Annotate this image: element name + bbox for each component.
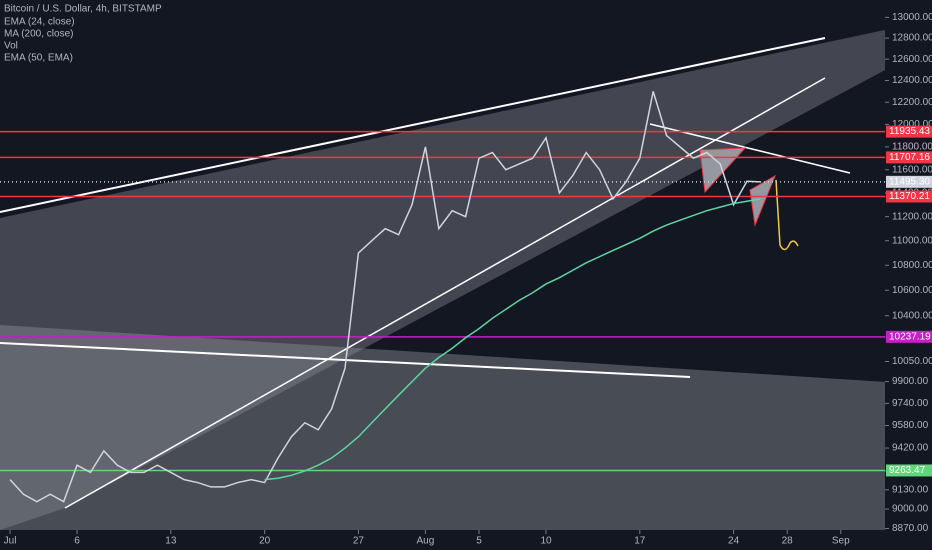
series-line bbox=[264, 198, 761, 481]
y-tick-label: 11000.00 bbox=[892, 235, 932, 246]
price-label-bg bbox=[886, 330, 932, 343]
x-tick-label: 27 bbox=[353, 536, 365, 547]
price-label: 11370.21 bbox=[889, 191, 930, 202]
price-label-bg bbox=[886, 190, 932, 203]
y-tick-label: 9740.00 bbox=[892, 398, 929, 409]
rising-wedge bbox=[0, 20, 932, 530]
price-axis bbox=[885, 0, 932, 550]
x-tick-label: 6 bbox=[74, 536, 80, 547]
y-tick-label: 11600.00 bbox=[892, 164, 932, 175]
y-tick-label: 9580.00 bbox=[892, 420, 929, 431]
price-label-bg bbox=[886, 464, 932, 477]
y-tick-label: 12200.00 bbox=[892, 97, 932, 108]
pennant bbox=[749, 174, 777, 227]
y-tick-label: 11200.00 bbox=[892, 211, 932, 222]
x-tick-label: 5 bbox=[476, 536, 482, 547]
price-label: 11495.30 bbox=[889, 176, 930, 187]
x-tick-label: Jul bbox=[4, 536, 17, 547]
falling-channel bbox=[0, 325, 932, 530]
price-label: 10237.19 bbox=[889, 331, 931, 342]
y-tick-label: 9420.00 bbox=[892, 443, 929, 454]
trendline bbox=[64, 77, 826, 509]
x-tick-label: 10 bbox=[540, 536, 552, 547]
price-label-bg bbox=[886, 125, 932, 138]
y-tick-label: 9130.00 bbox=[892, 485, 929, 496]
y-tick-label: 11800.00 bbox=[892, 142, 932, 153]
y-tick-label: 10050.00 bbox=[892, 356, 932, 367]
price-label: 11935.43 bbox=[889, 126, 930, 137]
chart-title: Bitcoin / U.S. Dollar, 4h, BITSTAMP bbox=[4, 4, 162, 15]
x-tick-label: 13 bbox=[165, 536, 177, 547]
y-tick-label: 8870.00 bbox=[892, 523, 929, 534]
trendline bbox=[0, 37, 826, 213]
y-tick-label: 10400.00 bbox=[892, 310, 932, 321]
y-tick-label: 12400.00 bbox=[892, 75, 932, 86]
x-tick-label: 17 bbox=[634, 536, 646, 547]
x-tick-label: 24 bbox=[728, 536, 740, 547]
price-label-bg bbox=[886, 175, 932, 188]
y-tick-label: 12000.00 bbox=[892, 119, 932, 130]
x-tick-label: Aug bbox=[417, 536, 435, 547]
price-label: 9263.47 bbox=[889, 465, 926, 476]
trendline bbox=[0, 342, 691, 378]
legend-item: EMA (24, close) bbox=[4, 17, 75, 28]
y-tick-label: 13000.00 bbox=[892, 12, 932, 23]
legend-item: EMA (50, EMA) bbox=[4, 53, 73, 64]
legend-item: Vol bbox=[4, 41, 18, 52]
time-axis bbox=[0, 530, 885, 550]
price-label-bg bbox=[886, 151, 932, 164]
legend-item: MA (200, close) bbox=[4, 29, 73, 40]
price-label: 11707.16 bbox=[889, 152, 930, 163]
x-tick-label: 28 bbox=[782, 536, 794, 547]
x-tick-label: Sep bbox=[832, 536, 850, 547]
x-tick-label: 20 bbox=[259, 536, 271, 547]
y-tick-label: 10800.00 bbox=[892, 260, 932, 271]
projection bbox=[775, 179, 799, 251]
y-tick-label: 12600.00 bbox=[892, 54, 932, 65]
y-tick-label: 10600.00 bbox=[892, 285, 932, 296]
y-tick-label: 9000.00 bbox=[892, 504, 929, 515]
series-line bbox=[9, 91, 761, 503]
y-tick-label: 9900.00 bbox=[892, 376, 929, 387]
y-tick-label: 12800.00 bbox=[892, 33, 932, 44]
